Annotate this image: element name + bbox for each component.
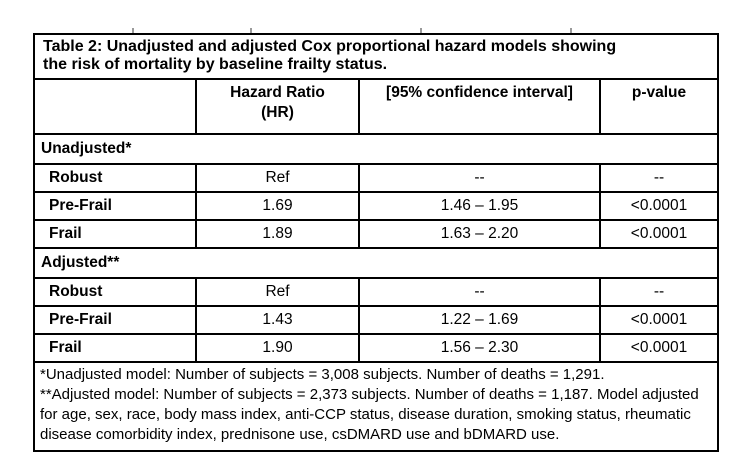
footnote-cell: *Unadjusted model: Number of subjects = … (32, 361, 720, 452)
confidence-interval-value: 1.22 – 1.69 (358, 305, 601, 335)
table-header-row: Hazard Ratio (HR) [95% confidence interv… (33, 78, 720, 135)
hazard-ratio-value: 1.90 (195, 333, 360, 363)
section-header-unadjusted: Unadjusted* (32, 133, 720, 165)
row-label: Frail (33, 333, 197, 363)
table-row: Frail 1.90 1.56 – 2.30 <0.0001 (33, 333, 720, 363)
confidence-interval-value: 1.56 – 2.30 (358, 333, 601, 363)
p-value: <0.0001 (598, 305, 720, 335)
results-table-container: Table 2: Unadjusted and adjusted Cox pro… (32, 33, 720, 452)
footnote-row: *Unadjusted model: Number of subjects = … (32, 361, 720, 452)
grid-artifact-tick (132, 28, 134, 33)
header-p-value: p-value (598, 78, 720, 135)
table-row: Frail 1.89 1.63 – 2.20 <0.0001 (33, 219, 720, 249)
confidence-interval-value: -- (358, 163, 601, 193)
header-empty-cell (33, 78, 197, 135)
row-label: Robust (33, 277, 197, 307)
header-hazard-ratio: Hazard Ratio (HR) (195, 78, 360, 135)
header-confidence-interval: [95% confidence interval] (358, 78, 601, 135)
section-row-unadjusted: Unadjusted* (32, 133, 720, 165)
hazard-ratio-value: 1.89 (195, 219, 360, 249)
grid-artifact-tick (420, 28, 422, 33)
table-row: Robust Ref -- -- (33, 163, 720, 193)
footnote-adjusted: **Adjusted model: Number of subjects = 2… (40, 386, 699, 443)
hazard-ratio-value: Ref (195, 277, 360, 307)
hazard-ratio-value: 1.43 (195, 305, 360, 335)
p-value: <0.0001 (598, 333, 720, 363)
section-row-adjusted: Adjusted** (32, 247, 720, 279)
hazard-ratio-value: Ref (195, 163, 360, 193)
p-value: <0.0001 (598, 219, 720, 249)
row-label: Pre-Frail (33, 305, 197, 335)
p-value: -- (598, 277, 720, 307)
table-title-row: Table 2: Unadjusted and adjusted Cox pro… (32, 33, 720, 80)
table-row: Robust Ref -- -- (33, 277, 720, 307)
hazard-ratio-value: 1.69 (195, 191, 360, 221)
section-header-adjusted: Adjusted** (32, 247, 720, 279)
p-value: <0.0001 (598, 191, 720, 221)
p-value: -- (598, 163, 720, 193)
row-label: Pre-Frail (33, 191, 197, 221)
row-label: Frail (33, 219, 197, 249)
table-row: Pre-Frail 1.69 1.46 – 1.95 <0.0001 (33, 191, 720, 221)
confidence-interval-value: 1.63 – 2.20 (358, 219, 601, 249)
table-title: Table 2: Unadjusted and adjusted Cox pro… (32, 33, 720, 80)
footnote-unadjusted: *Unadjusted model: Number of subjects = … (40, 366, 605, 383)
confidence-interval-value: -- (358, 277, 601, 307)
row-label: Robust (33, 163, 197, 193)
grid-artifact-tick (250, 28, 252, 33)
confidence-interval-value: 1.46 – 1.95 (358, 191, 601, 221)
grid-artifact-tick (570, 28, 572, 33)
results-table: Table 2: Unadjusted and adjusted Cox pro… (32, 33, 720, 452)
table-row: Pre-Frail 1.43 1.22 – 1.69 <0.0001 (33, 305, 720, 335)
